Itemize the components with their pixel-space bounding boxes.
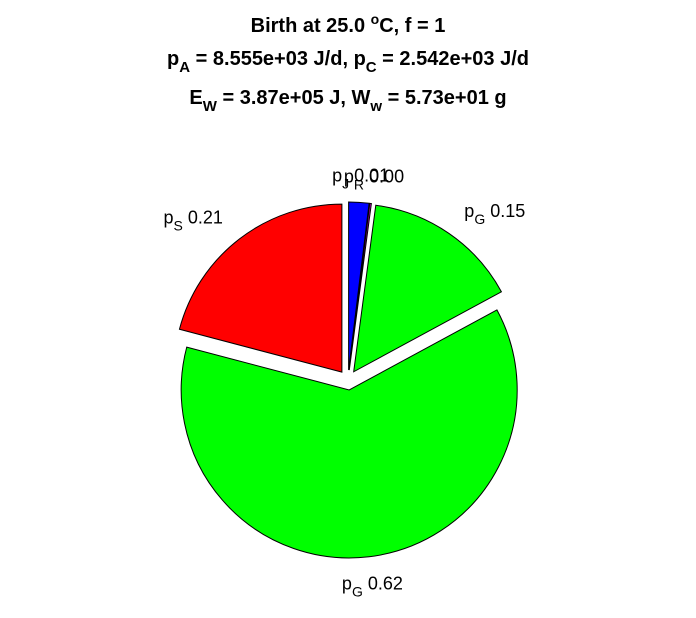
chart-title: Birth at 25.0 oC, f = 1 pA = 8.555e+03 J… — [167, 11, 529, 115]
slice-label-3: pG 0.62 — [342, 574, 403, 600]
slice-label-4: pS 0.21 — [163, 208, 222, 234]
slice-label-0: pJ 0.01 — [332, 165, 389, 191]
slice-label-1: pR 0.00 — [344, 167, 404, 193]
slice-label-2: pG 0.15 — [464, 201, 525, 227]
pie-slice-3 — [180, 309, 518, 559]
pie-slices — [178, 201, 518, 559]
pie-slice-1 — [348, 202, 372, 371]
title-line-3: EW = 3.87e+05 J, Ww = 5.73e+01 g — [189, 87, 506, 115]
pie-slice-2 — [353, 204, 503, 373]
title-line-1: Birth at 25.0 oC, f = 1 — [251, 11, 446, 37]
pie-slice-4 — [178, 203, 343, 373]
pie-slice-0 — [348, 201, 370, 371]
title-line-2: pA = 8.555e+03 J/d, pC = 2.542e+03 J/d — [167, 48, 529, 76]
